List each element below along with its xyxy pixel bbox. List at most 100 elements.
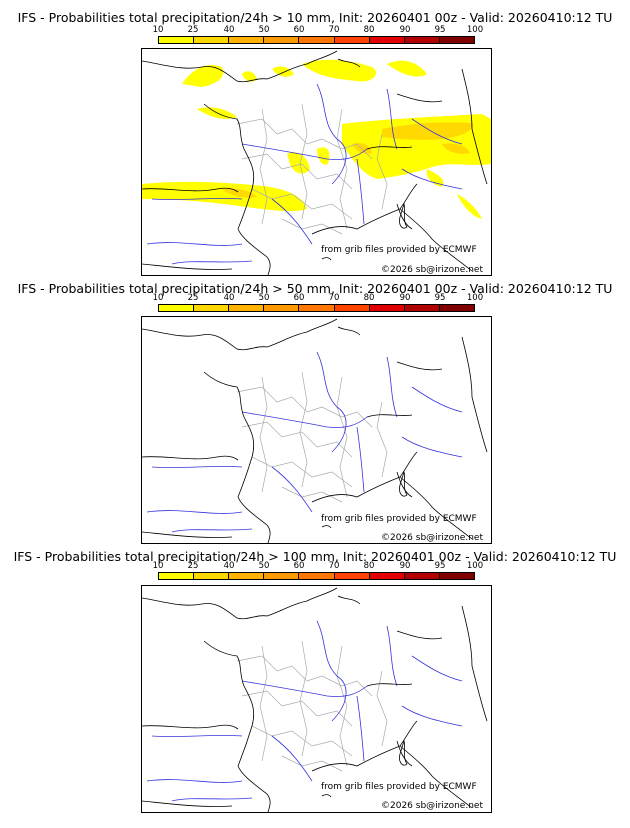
colorbar-tick: 40 — [223, 293, 235, 303]
copyright-credit: ©2026 sb@irizone.net — [381, 801, 483, 811]
map-shape — [241, 153, 353, 190]
colorbar-tick: 25 — [187, 25, 199, 35]
map-shape — [287, 152, 310, 174]
colorbar-ticks: 10 25 40 50 60 70 80 90 95 100 — [142, 293, 495, 303]
map-shape — [399, 476, 473, 540]
colorbar-tick: 70 — [328, 293, 340, 303]
colorbar-tick: 50 — [258, 561, 270, 571]
map-shape — [171, 528, 253, 533]
map-shape — [386, 625, 398, 687]
colorbar-tick: 95 — [434, 293, 446, 303]
colorbar-tick: 40 — [223, 561, 235, 571]
map-shape — [399, 745, 473, 809]
map-shape — [241, 680, 368, 697]
map-shape — [237, 765, 271, 812]
colorbar-segment — [439, 37, 474, 43]
colorbar-segment — [369, 573, 405, 579]
colorbar-tick: 95 — [434, 561, 446, 571]
source-credit: from grib files provided by ECMWF — [321, 514, 477, 524]
colorbar-segment — [439, 573, 474, 579]
map-shape — [396, 93, 443, 103]
map-shape — [316, 351, 347, 453]
map-shape — [411, 386, 463, 413]
map-shape — [426, 169, 444, 187]
map-shape — [151, 198, 243, 200]
map-shape — [461, 68, 488, 185]
map-shape — [203, 103, 255, 230]
map-shape — [146, 779, 243, 783]
colorbar-tick: 25 — [187, 561, 199, 571]
colorbar-segment — [229, 37, 265, 43]
colorbar-segment — [334, 573, 370, 579]
colorbar-segment — [159, 37, 195, 43]
map-shape — [236, 118, 373, 160]
colorbar-tick: 90 — [399, 561, 411, 571]
colorbar-tick: 80 — [363, 25, 375, 35]
map-shape — [299, 640, 308, 757]
map-shape — [337, 58, 361, 68]
map-shape — [356, 426, 365, 493]
colorbar-ticks: 10 25 40 50 60 70 80 90 95 100 — [142, 25, 495, 35]
map-shape — [311, 183, 418, 235]
map-shape — [396, 630, 443, 640]
colorbar-tick: 25 — [187, 293, 199, 303]
map-shape — [241, 143, 368, 160]
map-shape — [399, 739, 408, 766]
map-frame — [141, 316, 492, 544]
map-shape — [376, 670, 388, 747]
map-shape — [396, 361, 443, 371]
map-canvas — [142, 587, 488, 812]
map-shape — [321, 525, 332, 529]
map-shape — [142, 531, 233, 538]
map-shape — [241, 411, 368, 428]
map-shape — [376, 401, 388, 478]
map-shape — [236, 386, 373, 428]
map-shape — [142, 187, 239, 193]
map-shape — [396, 203, 413, 230]
map-shape — [336, 645, 348, 767]
map-shape — [321, 257, 332, 261]
source-credit: from grib files provided by ECMWF — [321, 782, 477, 792]
map-shape — [271, 735, 313, 782]
colorbar-segment — [299, 573, 335, 579]
map-shape — [271, 466, 313, 513]
map-shape — [311, 720, 418, 772]
colorbar-segment — [229, 573, 265, 579]
colorbar-segment — [404, 573, 440, 579]
map-shape — [271, 198, 313, 245]
colorbar-tick: 80 — [363, 293, 375, 303]
map-shape — [302, 59, 377, 82]
colorbar-tick: 10 — [152, 561, 164, 571]
colorbar-tick: 10 — [152, 25, 164, 35]
map-shape — [142, 263, 233, 270]
map-shape — [311, 451, 418, 503]
copyright-credit: ©2026 sb@irizone.net — [381, 533, 483, 543]
map-shape — [251, 188, 353, 220]
map-shape — [171, 797, 253, 802]
colorbar-segment — [369, 37, 405, 43]
map-shape — [356, 158, 365, 225]
map-shape — [396, 471, 413, 498]
map-shape — [151, 735, 243, 737]
colorbar-segment — [194, 573, 230, 579]
map-canvas — [142, 318, 488, 543]
colorbar-segment — [404, 305, 440, 311]
map-shape — [142, 50, 338, 83]
colorbar — [158, 36, 475, 44]
map-shape — [442, 143, 470, 154]
map-shape — [171, 260, 253, 265]
colorbar-tick: 100 — [466, 561, 484, 571]
map-shape — [242, 71, 257, 82]
colorbar-tick: 80 — [363, 561, 375, 571]
colorbar-segment — [159, 305, 195, 311]
colorbar — [158, 304, 475, 312]
map-shape — [336, 376, 348, 498]
map-shape — [142, 318, 338, 351]
colorbar-segment — [194, 37, 230, 43]
colorbar-segment — [264, 37, 300, 43]
map-shape — [316, 83, 347, 185]
map-shape — [401, 168, 463, 190]
map-shape — [222, 188, 257, 198]
colorbar-segment — [159, 573, 195, 579]
map-shape — [387, 60, 427, 77]
